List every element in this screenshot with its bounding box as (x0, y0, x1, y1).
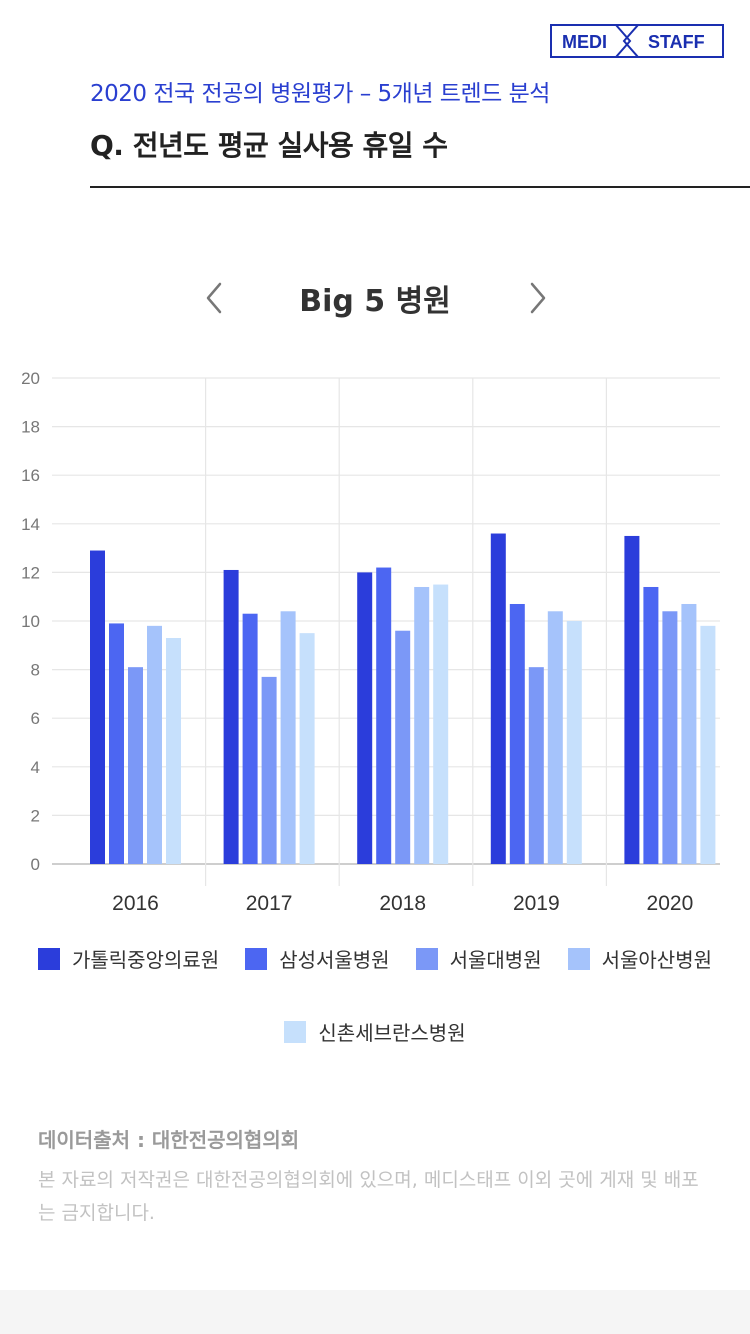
bar-2019-5 (566, 621, 582, 864)
bar-2018-5 (433, 584, 449, 864)
chevron-left-icon[interactable] (196, 278, 236, 318)
legend-swatch (415, 947, 438, 970)
x-tick-label: 2020 (647, 892, 694, 915)
bar-2016-1 (90, 550, 105, 864)
bar-2020-1 (624, 535, 640, 864)
legend-swatch (284, 1020, 307, 1043)
x-tick-label: 2016 (112, 892, 159, 915)
y-tick-label: 2 (31, 806, 40, 825)
question-title: Q. 전년도 평균 실사용 휴일 수 (90, 129, 448, 162)
y-tick-label: 6 (31, 709, 40, 728)
bar-2018-1 (357, 572, 373, 864)
legend-swatch (567, 947, 590, 970)
chart-title: Big 5 병원 (299, 284, 451, 319)
legend-item: 신촌세브란스병원 (284, 1017, 466, 1046)
bar-2016-2 (109, 623, 124, 864)
chevron-right-icon[interactable] (516, 278, 556, 318)
x-tick-label: 2019 (513, 892, 560, 915)
footer-band (0, 1290, 750, 1334)
legend-label: 신촌세브란스병원 (318, 1021, 466, 1045)
bar-2017-3 (261, 676, 277, 864)
bar-chart: 0 2 4 6 8 10 12 14 16 18 20 2016 2017 2018 2019 2020 (21, 369, 720, 915)
medistaff-logo: MEDI STAFF (550, 24, 724, 58)
copyright-notice: 본 자료의 저작권은 대한전공의협의회에 있으며, 메디스태프 이외 곳에 게재… (38, 1169, 699, 1224)
bar-2020-2 (643, 586, 659, 864)
legend-label: 서울대병원 (449, 948, 542, 972)
legend-label: 가톨릭중앙의료원 (71, 948, 220, 972)
bar-2018-3 (395, 630, 411, 864)
logo-text-right: STAFF (648, 32, 705, 52)
bar-2017-2 (242, 613, 258, 864)
bar-2016-4 (147, 625, 162, 864)
y-tick-label: 0 (31, 855, 40, 874)
data-source: 데이터출처 : 대한전공의협의회 (38, 1128, 300, 1152)
bar-2019-2 (509, 603, 525, 864)
header-divider (90, 186, 750, 188)
bar-2017-5 (299, 633, 315, 864)
legend-label: 삼성서울병원 (279, 948, 390, 972)
x-tick-label: 2018 (379, 892, 426, 915)
y-tick-label: 16 (21, 466, 40, 485)
bar-2019-1 (490, 533, 506, 864)
y-tick-label: 14 (21, 515, 40, 534)
legend-swatch (37, 947, 60, 970)
bar-2018-4 (414, 586, 430, 864)
legend-item: 서울대병원 (415, 944, 542, 973)
bar-2016-5 (166, 638, 181, 864)
bar-2017-1 (223, 569, 239, 864)
x-tick-label: 2017 (246, 892, 293, 915)
y-tick-label: 18 (21, 418, 40, 437)
bar-2019-4 (547, 611, 563, 864)
y-tick-label: 4 (31, 758, 40, 777)
bar-2016-3 (128, 667, 143, 864)
legend-swatch (245, 947, 268, 970)
bar-2020-3 (662, 611, 678, 864)
y-tick-label: 12 (21, 563, 40, 582)
legend-item: 가톨릭중앙의료원 (37, 944, 220, 973)
y-tick-label: 10 (21, 612, 40, 631)
report-subtitle: 2020 전국 전공의 병원평가 – 5개년 트렌드 분석 (90, 81, 550, 107)
y-tick-label: 8 (31, 661, 40, 680)
y-tick-label: 20 (21, 369, 40, 388)
bar-2020-5 (700, 625, 716, 864)
legend-item: 삼성서울병원 (245, 944, 390, 973)
bar-2020-4 (681, 603, 697, 864)
bar-2018-2 (376, 567, 392, 864)
logo-text-left: MEDI (562, 32, 607, 52)
bar-2017-4 (280, 611, 296, 864)
legend-label: 서울아산병원 (601, 948, 712, 972)
legend-item: 서울아산병원 (567, 944, 712, 973)
bar-2019-3 (528, 667, 544, 864)
